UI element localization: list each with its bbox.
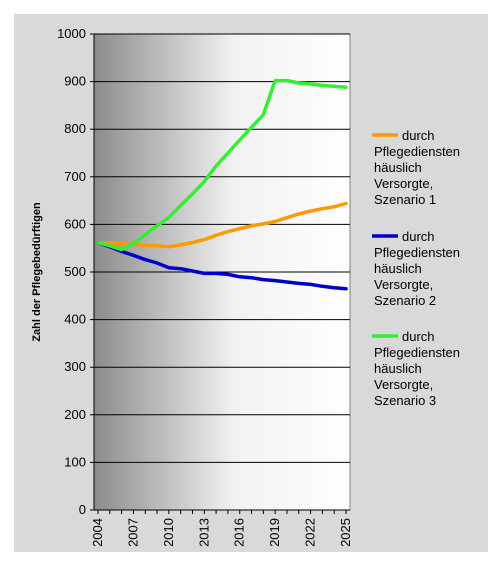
legend-label: häuslich	[374, 261, 422, 276]
series-line-3	[96, 78, 348, 252]
y-tick-label: 300	[64, 359, 86, 374]
y-tick-label: 800	[64, 121, 86, 136]
legend-label: Versorgte,	[374, 377, 433, 392]
gridlines	[94, 33, 350, 463]
y-tick-label: 900	[64, 74, 86, 89]
legend-label: Szenario 2	[374, 293, 436, 308]
y-tick-label: 200	[64, 407, 86, 422]
y-tick-label: 400	[64, 312, 86, 327]
x-tick-label: 2019	[267, 518, 282, 547]
legend-label: häuslich	[374, 160, 422, 175]
y-tick-label: 600	[64, 216, 86, 231]
legend-label: Pflegediensten	[374, 345, 460, 360]
x-tick-label: 2025	[338, 518, 353, 547]
legend-label: Szenario 3	[374, 393, 436, 408]
legend-label: Szenario 1	[374, 192, 436, 207]
y-tick-label: 100	[64, 454, 86, 469]
x-tick-label: 2013	[196, 518, 211, 547]
x-tick-label: 2016	[232, 518, 247, 547]
legend-label: durch	[402, 128, 435, 143]
y-axis-ticks: 0 100 200 300 400 500 600 700 800 900 1000	[57, 26, 94, 517]
legend-label: Pflegediensten	[374, 144, 460, 159]
x-tick-label: 2004	[90, 518, 105, 547]
legend-label: Versorgte,	[374, 277, 433, 292]
legend-label: häuslich	[374, 361, 422, 376]
y-tick-label: 700	[64, 169, 86, 184]
legend-label: durch	[402, 329, 435, 344]
series-line-2	[96, 240, 348, 291]
legend-label: durch	[402, 229, 435, 244]
x-tick-label: 2022	[303, 518, 318, 547]
y-tick-label: 500	[64, 264, 86, 279]
x-tick-label: 2007	[125, 518, 140, 547]
series-lines	[96, 78, 348, 291]
y-axis-label: Zahl der Pflegebedürftigen	[31, 202, 43, 342]
legend-label: Versorgte,	[374, 176, 433, 191]
x-axis-ticks: 2004 2007 2010 2013 2016 2019 2022 2025	[90, 510, 353, 547]
y-tick-label: 1000	[57, 26, 86, 41]
legend: durchPflegedienstenhäuslichVersorgte,Sze…	[372, 128, 460, 408]
series-line-1	[96, 201, 348, 249]
x-tick-label: 2010	[161, 518, 176, 547]
legend-label: Pflegediensten	[374, 245, 460, 260]
y-tick-label: 0	[79, 502, 86, 517]
